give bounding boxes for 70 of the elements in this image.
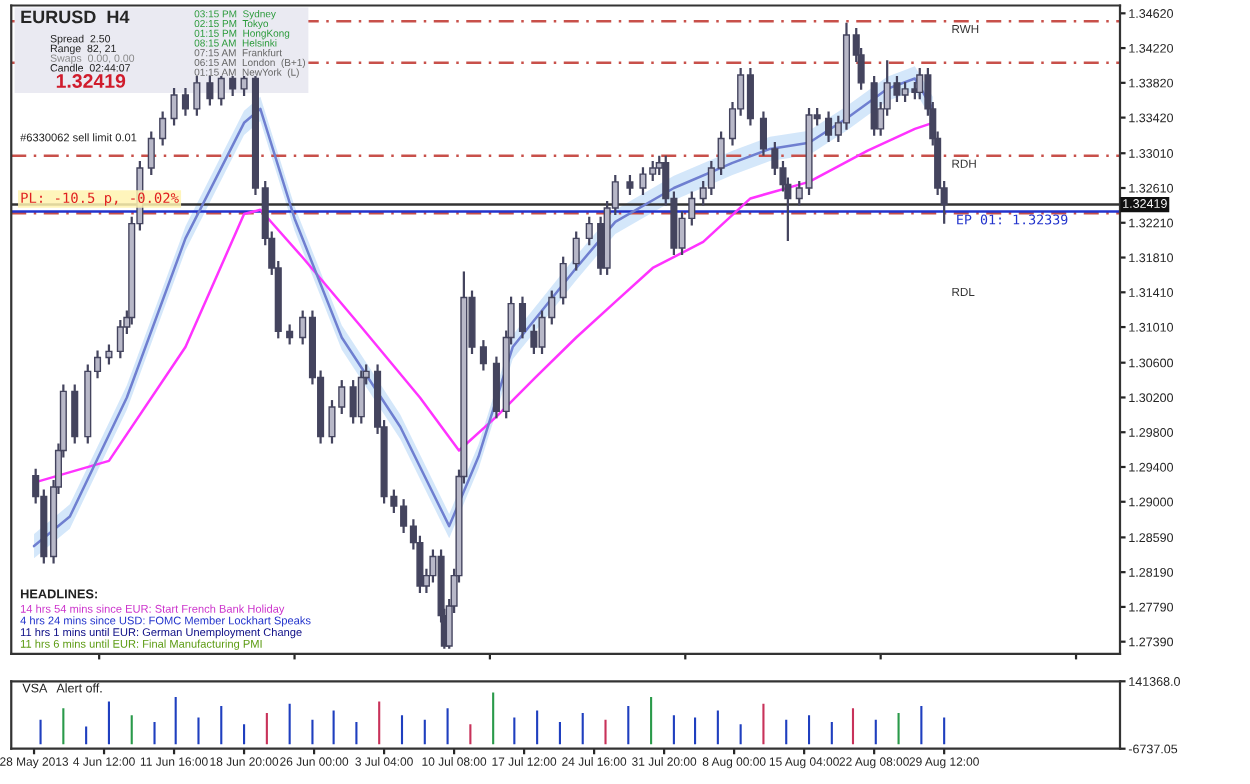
- candlestick: [206, 74, 214, 107]
- candlestick: [572, 230, 580, 272]
- candlestick: [229, 74, 237, 97]
- bar: [578, 710, 587, 748]
- candlestick: [116, 319, 124, 360]
- candlestick: [181, 86, 190, 117]
- bar: [308, 716, 317, 748]
- bar: [36, 716, 45, 748]
- bar: [871, 716, 880, 748]
- candlestick: [71, 383, 79, 445]
- bar: [105, 698, 113, 748]
- candlestick: [349, 378, 357, 425]
- bar: [150, 719, 159, 748]
- bar: [194, 714, 203, 748]
- candlestick: [479, 338, 487, 372]
- candlestick: [240, 74, 248, 97]
- bar: [556, 719, 564, 748]
- bar: [940, 714, 948, 748]
- candlestick: [147, 130, 155, 177]
- bar: [263, 710, 271, 748]
- bar: [894, 710, 903, 748]
- candlestick: [286, 323, 294, 346]
- bar: [601, 716, 610, 748]
- candlestick: [357, 369, 365, 425]
- bar: [217, 703, 226, 748]
- bar: [82, 723, 90, 748]
- candlestick: [170, 86, 178, 127]
- candlestick: [518, 295, 527, 340]
- bar: [917, 703, 926, 748]
- candlestick: [530, 323, 538, 356]
- bar: [489, 689, 498, 748]
- bar: [443, 705, 452, 748]
- candlestick: [901, 80, 909, 104]
- bar: [59, 705, 68, 748]
- bar: [466, 721, 475, 748]
- bar: [285, 701, 294, 748]
- bar: [375, 698, 384, 748]
- candlestick: [217, 74, 225, 107]
- bar: [691, 714, 699, 748]
- candlestick: [597, 215, 605, 277]
- bar: [624, 703, 633, 748]
- candlestick: [159, 110, 167, 147]
- candlestick: [759, 110, 767, 157]
- candlestick: [870, 74, 878, 137]
- bar: [510, 714, 519, 748]
- candlestick: [559, 255, 567, 306]
- bar: [533, 707, 541, 748]
- bar: [805, 712, 813, 748]
- bar: [647, 694, 655, 748]
- bar: [670, 712, 678, 748]
- bar: [714, 707, 722, 748]
- chart-title: EURUSD H4: [21, 10, 130, 24]
- candlestick: [585, 215, 593, 247]
- bar: [398, 712, 406, 748]
- bar: [736, 721, 745, 748]
- bar: [782, 716, 791, 748]
- bar: [827, 719, 836, 748]
- bar: [352, 719, 361, 748]
- bar: [127, 712, 136, 748]
- candlestick: [771, 140, 779, 177]
- candlestick: [193, 74, 201, 117]
- candlestick: [626, 173, 634, 197]
- bar: [171, 694, 180, 748]
- bar: [240, 721, 248, 748]
- bar: [329, 707, 338, 748]
- candlestick: [105, 343, 113, 366]
- bar: [759, 701, 768, 748]
- annotation: 1.32419: [56, 74, 126, 88]
- bar: [849, 705, 857, 748]
- bar: [420, 716, 429, 748]
